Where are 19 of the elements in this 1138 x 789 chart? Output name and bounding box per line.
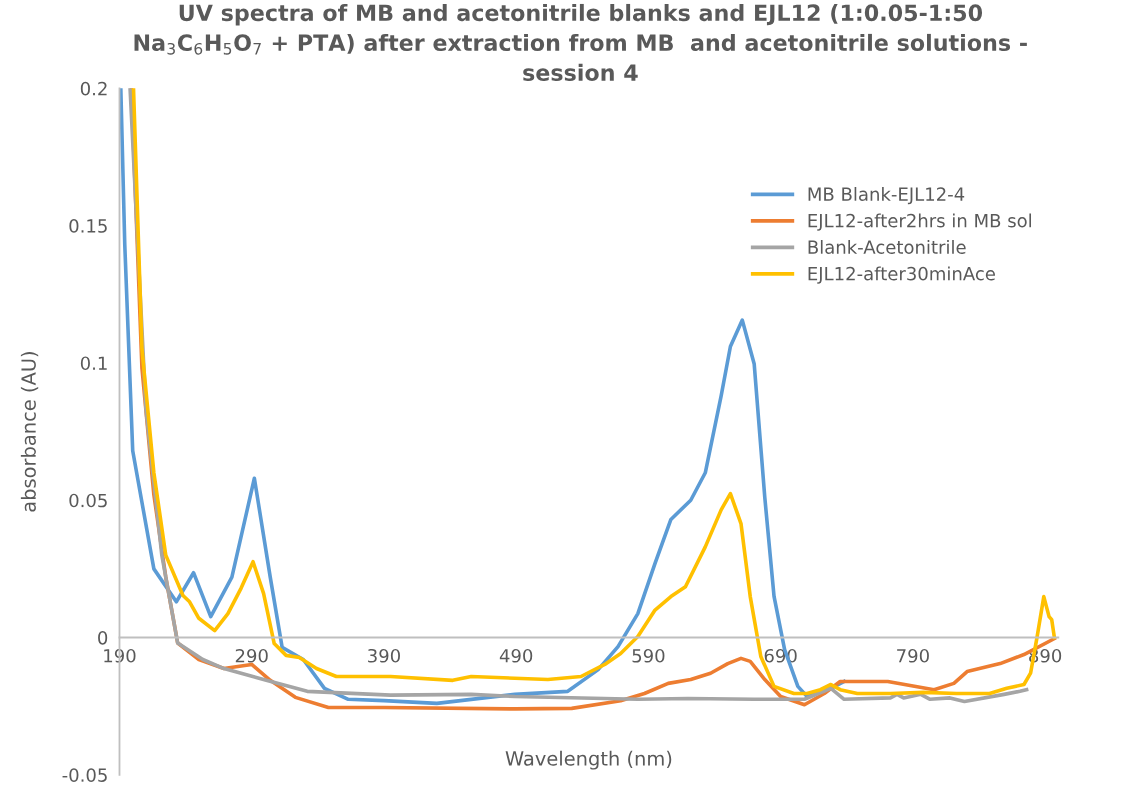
x-tick-label: 190 <box>104 648 136 663</box>
x-tick-label: 590 <box>632 648 665 663</box>
x-tick-label: 790 <box>897 648 929 663</box>
y-axis-title: absorbance (AU) <box>20 352 39 512</box>
y-tick-label: 0.2 <box>80 81 107 96</box>
x-tick-label: 290 <box>235 648 268 663</box>
x-tick-label: 390 <box>368 648 400 663</box>
y-tick-label: 0 <box>98 630 108 645</box>
legend-label: Blank-Acetonitrile <box>808 239 966 254</box>
legend-label: EJL12-after2hrs in MB sol <box>808 213 1032 231</box>
y-tick-label: -0.05 <box>62 768 107 782</box>
y-tick-label: 0.05 <box>69 493 107 508</box>
legend-label: MB Blank-EJL12-4 <box>808 186 965 205</box>
legend-label: EJL12-after30minAce <box>808 266 995 284</box>
x-tick-label: 490 <box>499 648 533 663</box>
y-tick-label: 0.1 <box>80 356 107 371</box>
y-tick-label: 0.15 <box>69 219 107 233</box>
chart-title: UV spectra of MB and acetonitrile blanks and EJL12 (1:0.05-1:50 Na$_{3}$C$_{6}$H$_{5}$O$_{7}$ + PTA) after extraction from MB and acetonitrile solutions - session 4 <box>134 3 1027 82</box>
x-axis-title: Wavelength (nm) <box>505 750 672 770</box>
